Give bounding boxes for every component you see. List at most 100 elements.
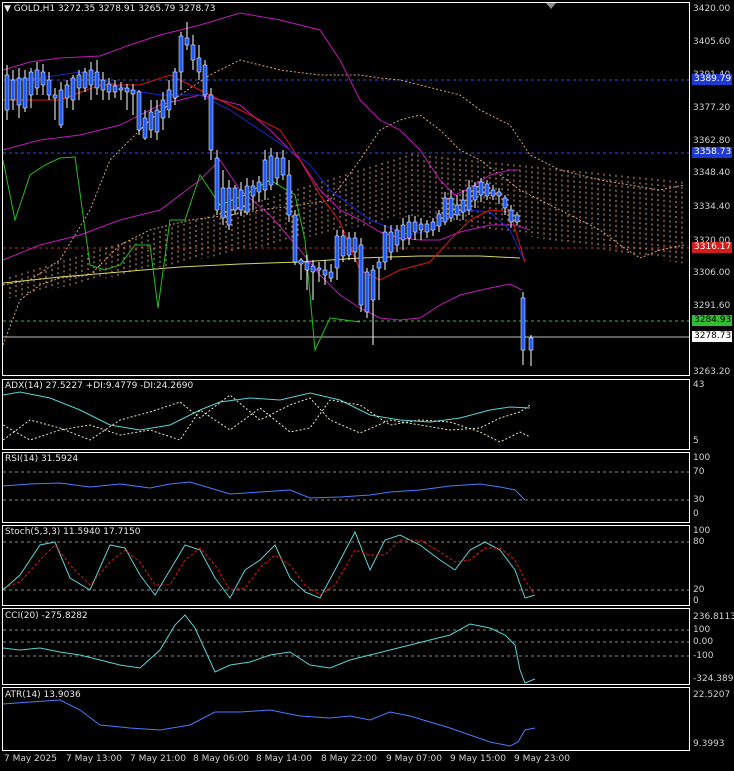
bull-candle xyxy=(220,187,226,219)
bull-candle xyxy=(58,89,64,126)
bull-candle xyxy=(466,187,472,211)
bull-candle xyxy=(238,189,244,211)
bull-candle xyxy=(310,265,316,273)
bull-candle xyxy=(412,221,418,233)
bull-candle xyxy=(196,57,202,73)
bull-candle xyxy=(430,221,436,231)
chikou-span-line xyxy=(2,156,361,352)
bull-candle xyxy=(40,71,46,86)
stoch-level-label: 80 xyxy=(693,537,705,547)
bull-candle xyxy=(202,64,208,96)
cci-level-label: -100 xyxy=(693,651,714,661)
bull-candle xyxy=(4,74,10,111)
atr-min-label: 9.3993 xyxy=(693,739,725,749)
price-tick: 3306.00 xyxy=(693,268,731,278)
bull-candle xyxy=(472,185,478,201)
bull-candle xyxy=(424,223,430,233)
bull-candle xyxy=(124,87,130,93)
bull-candle xyxy=(34,69,40,89)
bull-candle xyxy=(286,174,292,216)
symbol-indicator-icon: ▼ xyxy=(4,4,11,14)
stoch-level-label: 0 xyxy=(693,596,699,606)
bull-candle xyxy=(346,237,352,256)
rsi-level-label: 30 xyxy=(693,495,705,505)
bull-candle xyxy=(250,185,256,197)
rsi-label: RSI(14) 31.5924 xyxy=(5,454,79,464)
bull-candle xyxy=(112,85,118,93)
bull-candle xyxy=(436,213,442,227)
atr-line xyxy=(2,699,536,747)
bull-candle xyxy=(508,209,514,223)
time-label: 7 May 21:00 xyxy=(130,754,186,764)
bull-candle xyxy=(94,71,100,89)
stoch-signal-line xyxy=(2,539,536,596)
bull-candle xyxy=(280,157,286,176)
bull-candle xyxy=(340,235,346,257)
bull-candle xyxy=(514,214,520,223)
time-label: 7 May 13:00 xyxy=(66,754,122,764)
atr-panel-frame xyxy=(2,687,690,751)
price-tick: 3320.00 xyxy=(693,236,731,246)
bull-candle xyxy=(388,231,394,253)
bull-candle xyxy=(160,99,166,119)
symbol-label: GOLD,H1 xyxy=(13,4,56,14)
bull-candle xyxy=(64,84,70,99)
bull-candle xyxy=(16,77,22,106)
cci-level-label: 100 xyxy=(693,625,711,635)
bull-candle xyxy=(292,214,298,263)
bull-candle xyxy=(256,181,262,193)
bollinger-lower xyxy=(2,159,523,321)
bull-candle xyxy=(88,69,94,86)
candlesticks xyxy=(4,22,534,366)
symbol-header: ▼ GOLD,H1 3272.35 3278.91 3265.79 3278.7… xyxy=(4,4,215,14)
price-tick: 3334.40 xyxy=(693,202,731,212)
bull-candle xyxy=(190,44,196,61)
adx-min-label: 5 xyxy=(693,436,699,446)
atr-label: ATR(14) 13.9036 xyxy=(5,690,81,700)
bull-candle xyxy=(364,271,370,313)
bull-candle xyxy=(178,35,184,73)
time-label: 9 May 15:00 xyxy=(450,754,506,764)
cloud-span-a xyxy=(2,59,685,286)
rsi-panel-frame xyxy=(2,452,690,523)
bull-candle xyxy=(334,235,340,269)
price-tag-blue-upper: 3389.79 xyxy=(692,74,732,85)
bull-candle xyxy=(304,261,310,271)
bull-candle xyxy=(226,187,232,226)
bull-candle xyxy=(100,79,106,91)
bull-candle xyxy=(406,221,412,239)
main-chart-frame xyxy=(2,2,690,376)
kijun-line xyxy=(3,74,526,281)
stoch-level-label: 100 xyxy=(693,526,711,536)
bull-candle xyxy=(70,77,76,101)
bull-candle xyxy=(274,157,280,179)
bull-candle xyxy=(136,91,142,131)
bull-candle xyxy=(118,87,124,91)
bull-candle xyxy=(358,244,364,306)
rsi-line xyxy=(2,481,526,501)
cloud-span-b xyxy=(2,114,685,346)
bull-candle xyxy=(10,79,16,101)
bull-candle xyxy=(262,159,268,191)
bull-candle xyxy=(448,197,454,219)
time-label: 8 May 14:00 xyxy=(256,754,312,764)
bull-candle xyxy=(376,261,382,269)
price-tag-red: 3316.17 xyxy=(692,242,732,253)
time-label: 7 May 2025 xyxy=(4,754,57,764)
ohlc-values: 3272.35 3278.91 3265.79 3278.73 xyxy=(58,4,216,14)
shift-marker-icon[interactable] xyxy=(546,3,556,9)
bull-candle xyxy=(316,267,322,271)
bull-candle xyxy=(148,111,154,131)
bull-candle xyxy=(490,189,496,197)
bull-candle xyxy=(418,223,424,231)
price-tag-green: 3284.93 xyxy=(692,315,732,326)
cci-line xyxy=(2,614,536,684)
bull-candle xyxy=(370,269,376,301)
stoch-panel-frame xyxy=(2,525,690,606)
bull-candle xyxy=(214,157,220,211)
price-tick: 3420.00 xyxy=(693,4,731,14)
moving-average-line xyxy=(2,255,521,284)
bull-candle xyxy=(154,109,160,133)
price-tick: 3362.80 xyxy=(693,136,731,146)
